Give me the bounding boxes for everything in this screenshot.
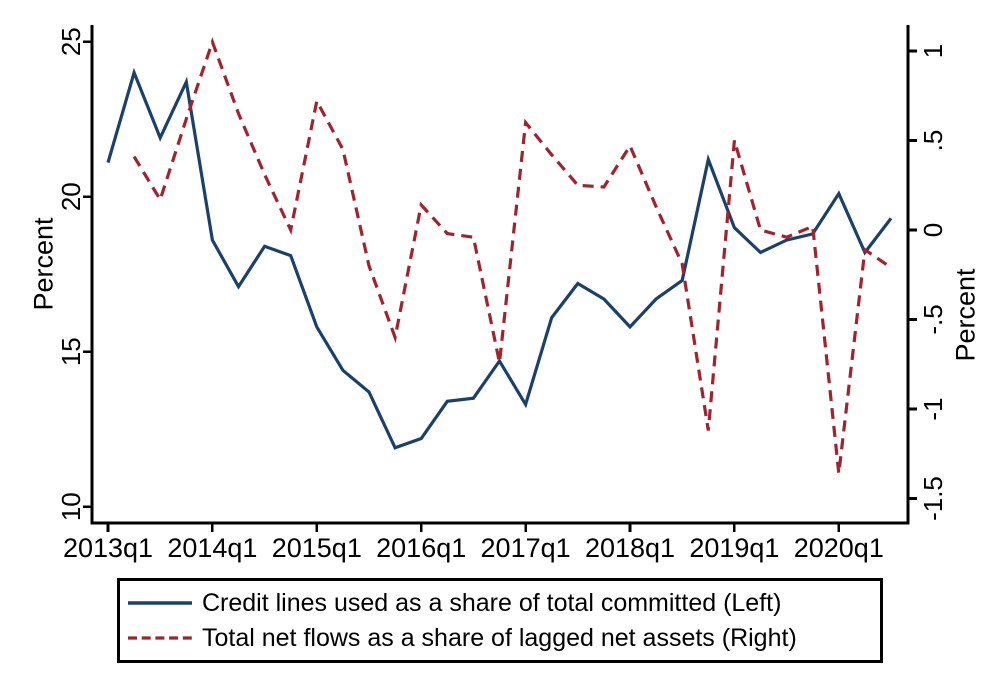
right-tick-label: 1 [918, 44, 948, 58]
legend-label-net-flows: Total net flows as a share of lagged net… [202, 623, 797, 652]
x-tick-label: 2019q1 [689, 533, 779, 563]
left-tick-label: 15 [56, 337, 86, 366]
legend-label-credit-lines: Credit lines used as a share of total co… [202, 588, 782, 617]
legend-item-net-flows: Total net flows as a share of lagged net… [126, 622, 880, 654]
legend-line-dashed-sample [128, 636, 192, 640]
x-tick-label: 2015q1 [272, 533, 362, 563]
right-tick-label: .5 [918, 130, 948, 152]
left-tick-label: 10 [56, 492, 86, 521]
x-tick-label: 2017q1 [481, 533, 571, 563]
net-flows-series-line [132, 37, 892, 474]
right-axis-title: Percent [950, 268, 981, 362]
legend-line-solid-sample [128, 601, 192, 605]
right-tick-label: -.5 [918, 304, 948, 334]
x-tick-label: 2014q1 [167, 533, 257, 563]
right-tick-label: -1.5 [918, 476, 948, 521]
x-tick-label: 2016q1 [376, 533, 466, 563]
credit-lines-series-line [106, 67, 893, 450]
left-tick-label: 20 [56, 182, 86, 211]
x-tick-label: 2018q1 [585, 533, 675, 563]
legend: Credit lines used as a share of total co… [117, 578, 883, 663]
right-tick-label: -1 [918, 397, 948, 420]
left-axis-title: Percent [28, 217, 59, 311]
x-tick-label: 2013q1 [63, 533, 153, 563]
x-tick-label: 2020q1 [794, 533, 884, 563]
right-tick-label: 0 [918, 223, 948, 237]
left-tick-label: 25 [56, 27, 86, 56]
legend-item-credit-lines: Credit lines used as a share of total co… [126, 587, 880, 619]
